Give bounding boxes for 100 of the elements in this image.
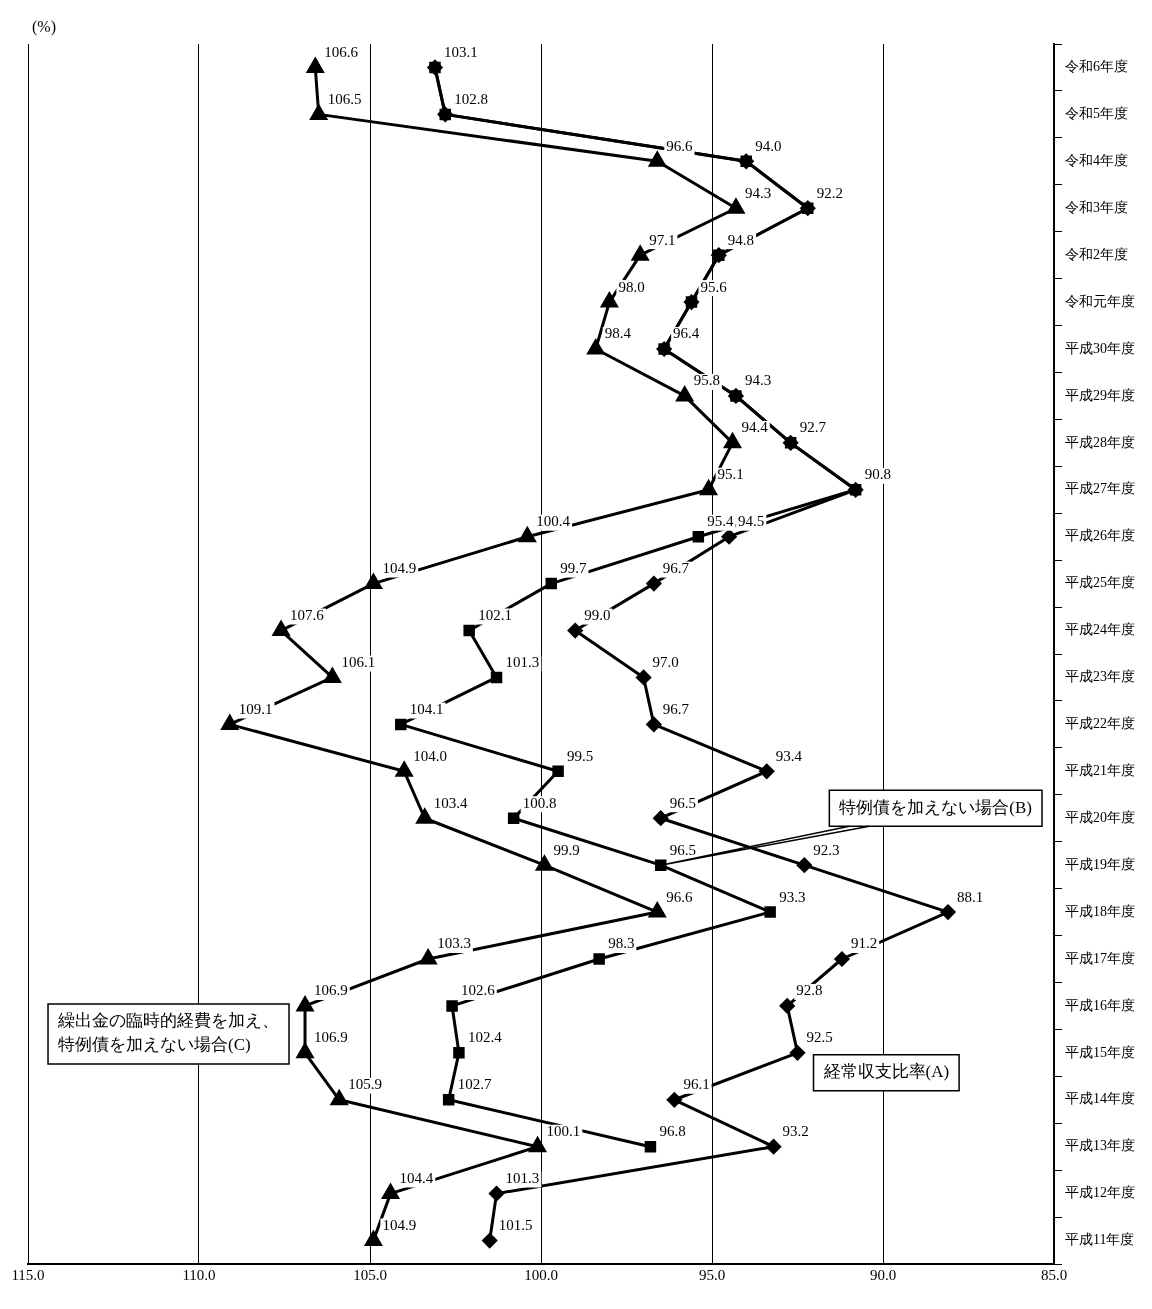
- data-label: 94.5: [738, 513, 765, 530]
- text: 特例債を加えない場合(B): [839, 797, 1033, 817]
- data-label: 95.1: [717, 466, 744, 483]
- y-tick-label: 平成30年度: [1065, 340, 1135, 356]
- data-label: 98.4: [604, 325, 632, 342]
- data-label: 104.4: [399, 1170, 434, 1187]
- data-label: 94.3: [744, 184, 772, 201]
- data-label: 106.1: [341, 653, 376, 670]
- x-tick-label: 105.0: [353, 1266, 387, 1283]
- x-tick-label: 100.0: [524, 1266, 558, 1283]
- data-label: 92.2: [816, 184, 844, 201]
- data-label: 104.0: [413, 747, 447, 764]
- data-label: 102.1: [478, 606, 512, 623]
- y-tick-label: 平成15年度: [1065, 1044, 1135, 1060]
- x-tick-label: 110.0: [182, 1266, 216, 1283]
- data-label: 93.2: [782, 1123, 809, 1140]
- data-label: 94.3: [744, 372, 772, 389]
- data-label: 104.9: [382, 560, 417, 577]
- data-label: 96.8: [659, 1123, 686, 1140]
- data-label: 106.6: [324, 43, 359, 60]
- data-label: 106.5: [327, 90, 362, 107]
- data-label: 99.7: [560, 560, 588, 577]
- data-label: 98.0: [618, 278, 645, 295]
- data-label: 102.8: [454, 90, 488, 107]
- data-label: 96.6: [666, 137, 694, 154]
- y-tick-label: 平成20年度: [1065, 809, 1135, 825]
- data-label: 96.5: [669, 794, 696, 811]
- data-label: 101.3: [505, 1170, 540, 1187]
- data-label: 102.7: [457, 1076, 492, 1093]
- y-tick-label: 令和4年度: [1065, 152, 1128, 168]
- data-label: 106.9: [314, 982, 348, 999]
- y-tick-label: 平成23年度: [1065, 669, 1135, 685]
- y-tick-label: 平成18年度: [1065, 903, 1135, 919]
- y-tick-label: 平成26年度: [1065, 528, 1135, 544]
- data-label: 100.1: [546, 1123, 581, 1140]
- data-label: 96.6: [666, 888, 694, 905]
- data-label: 96.7: [662, 560, 690, 577]
- x-axis-title: (%): [32, 18, 56, 37]
- data-label: 100.4: [536, 513, 571, 530]
- data-label: 91.2: [850, 935, 878, 952]
- data-label: 94.4: [741, 419, 769, 436]
- data-label: 95.8: [693, 372, 720, 389]
- data-label: 102.6: [461, 982, 496, 999]
- y-tick-label: 平成22年度: [1065, 716, 1135, 732]
- data-label: 102.4: [467, 1029, 503, 1046]
- y-tick-label: 平成16年度: [1065, 997, 1135, 1013]
- data-label: 96.1: [683, 1076, 710, 1093]
- data-label: 106.9: [314, 1029, 348, 1046]
- data-label: 96.7: [662, 700, 690, 717]
- data-label: 104.9: [382, 1216, 417, 1233]
- y-tick-label: 平成14年度: [1065, 1091, 1135, 1107]
- data-label: 94.8: [727, 231, 755, 248]
- y-tick-label: 平成29年度: [1065, 387, 1135, 403]
- data-label: 95.6: [700, 278, 728, 295]
- y-tick-label: 平成17年度: [1065, 950, 1135, 966]
- y-tick-label: 平成19年度: [1065, 856, 1135, 872]
- data-label: 97.1: [649, 231, 676, 248]
- x-tick-label: 85.0: [1040, 1266, 1068, 1283]
- data-label: 96.5: [669, 841, 696, 858]
- x-tick-label: 90.0: [869, 1266, 897, 1283]
- data-label: 96.4: [673, 325, 700, 342]
- data-label: 92.5: [806, 1029, 833, 1046]
- y-tick-label: 平成11年度: [1065, 1232, 1135, 1248]
- y-tick-label: 平成21年度: [1065, 762, 1135, 778]
- data-label: 95.4: [707, 513, 735, 530]
- data-label: 92.3: [813, 841, 840, 858]
- data-label: 101.5: [498, 1216, 533, 1233]
- y-tick-label: 平成25年度: [1065, 575, 1135, 591]
- data-label: 93.3: [779, 888, 806, 905]
- x-tick-label: 95.0: [698, 1266, 726, 1283]
- series-label: 繰出金の臨時的経費を加え、特例債を加えない場合(C): [57, 1011, 280, 1055]
- data-label: 97.0: [652, 653, 679, 670]
- data-label: 88.1: [956, 888, 984, 905]
- y-tick-label: 平成12年度: [1065, 1185, 1135, 1201]
- data-label: 99.0: [584, 606, 611, 623]
- data-label: 103.1: [443, 43, 478, 60]
- y-tick-label: 平成24年度: [1065, 622, 1135, 638]
- x-tick-label: 115.0: [11, 1266, 45, 1283]
- data-label: 99.9: [553, 841, 580, 858]
- data-label: 104.1: [409, 700, 444, 717]
- data-label: 103.3: [437, 935, 471, 952]
- data-label: 94.0: [755, 137, 782, 154]
- data-label: 92.7: [799, 419, 827, 436]
- y-tick-label: 令和5年度: [1065, 106, 1128, 122]
- data-label: 99.5: [567, 747, 594, 764]
- series-label: 経常収支比率(A): [822, 1062, 950, 1082]
- y-tick-label: 令和6年度: [1065, 59, 1128, 75]
- data-label: 103.4: [433, 794, 468, 811]
- data-label: 109.1: [238, 700, 273, 717]
- y-tick-label: 令和元年度: [1065, 293, 1135, 309]
- data-label: 101.3: [505, 653, 540, 670]
- data-label: 93.4: [775, 747, 803, 764]
- y-tick-label: 平成13年度: [1065, 1138, 1135, 1154]
- y-tick-label: 令和3年度: [1065, 199, 1128, 215]
- y-tick-label: 平成27年度: [1065, 481, 1135, 497]
- y-tick-label: 令和2年度: [1065, 246, 1128, 262]
- data-label: 100.8: [522, 794, 557, 811]
- data-label: 90.8: [864, 466, 891, 483]
- data-label: 107.6: [290, 606, 325, 623]
- data-label: 98.3: [608, 935, 635, 952]
